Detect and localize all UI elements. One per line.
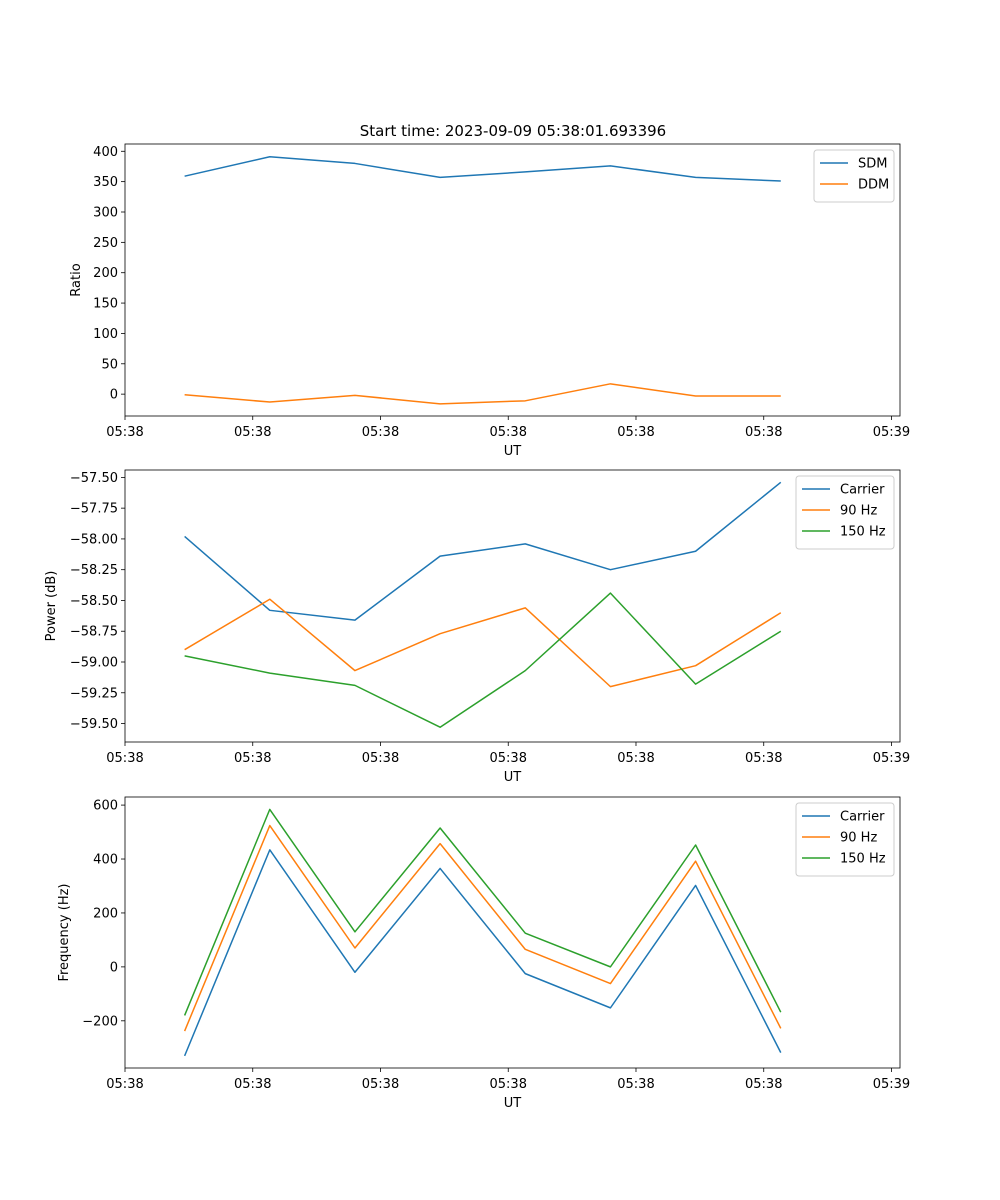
series-line-sdm bbox=[184, 156, 781, 182]
y-tick-label: 100 bbox=[93, 327, 118, 342]
x-tick-label: 05:39 bbox=[873, 425, 910, 440]
y-tick-label: −57.50 bbox=[70, 471, 118, 486]
x-tick-label: 05:38 bbox=[617, 751, 654, 766]
chart-1: 05:38 05:38 05:38 05:38 05:38 05:38 05:39 0 50 10… bbox=[69, 143, 910, 459]
y-tick-label: −57.75 bbox=[70, 502, 118, 517]
y-tick-label: −58.00 bbox=[70, 532, 118, 547]
legend: Carrier 90 Hz 150 Hz bbox=[795, 475, 895, 550]
y-tick-label: −59.25 bbox=[70, 686, 118, 701]
x-tick-label: 05:39 bbox=[873, 751, 910, 766]
series-line-90-hz bbox=[183, 824, 782, 1032]
y-tick-label: 150 bbox=[93, 297, 118, 312]
legend-label: 90 Hz bbox=[840, 831, 877, 846]
series-line-150-hz bbox=[184, 592, 782, 728]
y-axis-label: Power (dB) bbox=[44, 571, 59, 642]
legend: SDM DDM bbox=[813, 149, 895, 203]
y-tick-label: 400 bbox=[93, 145, 118, 160]
x-axis-label: UT bbox=[504, 1096, 522, 1111]
x-tick-label: 05:38 bbox=[745, 1077, 782, 1092]
series-line-ddm bbox=[184, 383, 781, 405]
series-line-150-hz bbox=[183, 808, 782, 1016]
legend-label: SDM bbox=[858, 157, 887, 172]
legend: Carrier 90 Hz 150 Hz bbox=[795, 802, 895, 877]
y-tick-label: 200 bbox=[93, 266, 118, 281]
x-axis-label: UT bbox=[504, 444, 522, 459]
x-tick-label: 05:38 bbox=[617, 1077, 654, 1092]
y-axis-label: Frequency (Hz) bbox=[57, 883, 72, 981]
y-tick-label: 600 bbox=[93, 799, 118, 814]
y-tick-label: −58.25 bbox=[70, 563, 118, 578]
axes-frame bbox=[124, 469, 901, 743]
series-line-carrier bbox=[183, 849, 782, 1057]
y-tick-label: 350 bbox=[93, 175, 118, 190]
legend-label: DDM bbox=[858, 178, 889, 193]
x-tick-label: 05:38 bbox=[106, 425, 143, 440]
y-tick-label: 400 bbox=[93, 853, 118, 868]
figure-title: Start time: 2023-09-09 05:38:01.693396 bbox=[360, 122, 666, 140]
y-tick-label: −59.00 bbox=[70, 656, 118, 671]
x-axis-label: UT bbox=[504, 770, 522, 785]
y-tick-label: −58.50 bbox=[70, 594, 118, 609]
y-tick-label: 50 bbox=[101, 357, 118, 372]
x-tick-label: 05:38 bbox=[617, 425, 654, 440]
x-tick-label: 05:38 bbox=[490, 1077, 527, 1092]
chart-2: 05:38 05:38 05:38 05:38 05:38 05:38 05:39 −59.5… bbox=[44, 469, 910, 785]
y-tick-label: 300 bbox=[93, 206, 118, 221]
legend-label: 150 Hz bbox=[840, 525, 886, 540]
y-tick-label: −59.50 bbox=[70, 717, 118, 732]
x-tick-label: 05:38 bbox=[106, 751, 143, 766]
y-tick-label: 0 bbox=[110, 960, 118, 975]
y-tick-label: 0 bbox=[110, 388, 118, 403]
x-tick-label: 05:38 bbox=[362, 751, 399, 766]
x-tick-label: 05:38 bbox=[362, 425, 399, 440]
legend-label: 150 Hz bbox=[840, 852, 886, 867]
x-tick-label: 05:38 bbox=[234, 425, 271, 440]
legend-label: Carrier bbox=[840, 810, 885, 825]
legend-label: 90 Hz bbox=[840, 504, 877, 519]
x-tick-label: 05:38 bbox=[362, 1077, 399, 1092]
plots: 05:38 05:38 05:38 05:38 05:38 05:38 05:39 0 50 10… bbox=[44, 143, 910, 1111]
y-tick-label: −58.75 bbox=[70, 625, 118, 640]
y-tick-label: −200 bbox=[82, 1014, 118, 1029]
y-tick-label: 250 bbox=[93, 236, 118, 251]
x-tick-label: 05:39 bbox=[873, 1077, 910, 1092]
x-tick-label: 05:38 bbox=[490, 751, 527, 766]
x-tick-label: 05:38 bbox=[106, 1077, 143, 1092]
x-tick-label: 05:38 bbox=[745, 751, 782, 766]
x-tick-label: 05:38 bbox=[490, 425, 527, 440]
x-tick-label: 05:38 bbox=[745, 425, 782, 440]
axes-frame bbox=[124, 143, 901, 417]
axes-frame bbox=[124, 796, 901, 1069]
legend-label: Carrier bbox=[840, 483, 885, 498]
y-tick-label: 200 bbox=[93, 906, 118, 921]
x-tick-label: 05:38 bbox=[234, 1077, 271, 1092]
y-axis-label: Ratio bbox=[69, 263, 84, 296]
x-tick-label: 05:38 bbox=[234, 751, 271, 766]
chart-3: 05:38 05:38 05:38 05:38 05:38 05:38 05:39 −200 0… bbox=[57, 796, 910, 1111]
